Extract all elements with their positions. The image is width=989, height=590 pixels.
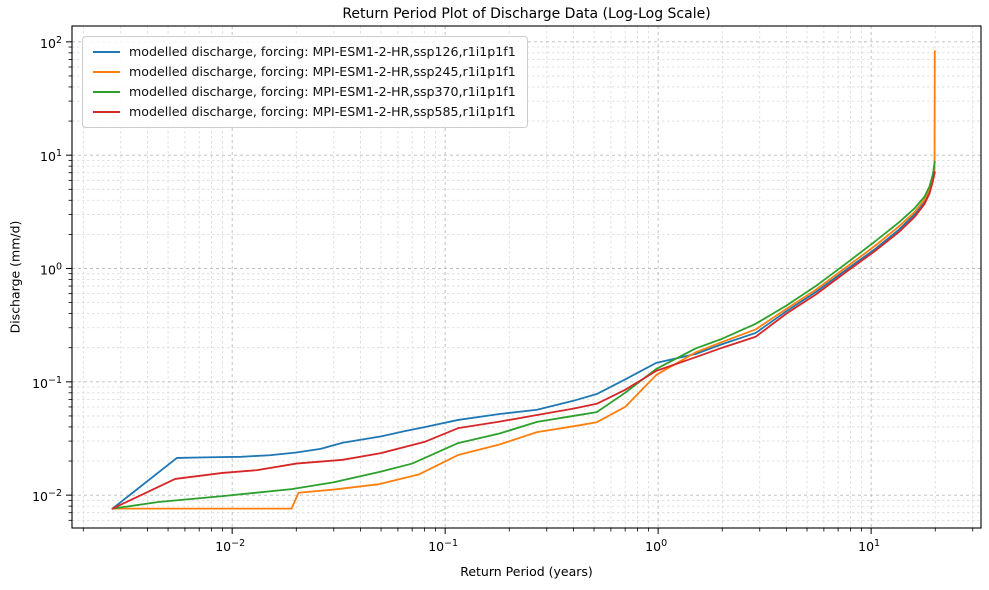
x-axis-label: Return Period (years) <box>460 564 593 579</box>
series-line-ssp370 <box>111 160 936 510</box>
legend-label: modelled discharge, forcing: MPI-ESM1-2-… <box>129 84 516 99</box>
y-tick-label: 101 <box>40 148 62 164</box>
x-tick-label: 10−1 <box>428 538 458 554</box>
legend-item-ssp585: modelled discharge, forcing: MPI-ESM1-2-… <box>93 104 516 119</box>
chart-title: Return Period Plot of Discharge Data (Lo… <box>342 6 711 22</box>
y-tick-label: 100 <box>40 262 62 278</box>
x-tick-label: 101 <box>858 538 880 554</box>
legend-item-ssp370: modelled discharge, forcing: MPI-ESM1-2-… <box>93 84 516 99</box>
legend-label: modelled discharge, forcing: MPI-ESM1-2-… <box>129 64 516 79</box>
legend-item-ssp126: modelled discharge, forcing: MPI-ESM1-2-… <box>93 44 516 59</box>
legend-label: modelled discharge, forcing: MPI-ESM1-2-… <box>129 44 516 59</box>
legend-swatch-ssp370 <box>93 90 120 93</box>
y-tick-label: 102 <box>40 35 62 51</box>
series-line-ssp126 <box>111 171 936 510</box>
y-tick-label: 10−2 <box>32 488 62 504</box>
y-tick-label: 10−1 <box>32 375 62 391</box>
series-line-ssp245 <box>111 50 936 510</box>
legend-item-ssp245: modelled discharge, forcing: MPI-ESM1-2-… <box>93 64 516 79</box>
legend: modelled discharge, forcing: MPI-ESM1-2-… <box>82 36 528 128</box>
legend-swatch-ssp585 <box>93 110 120 113</box>
x-tick-label: 100 <box>645 538 667 554</box>
x-tick-label: 10−2 <box>215 538 245 554</box>
series-line-ssp585 <box>111 171 936 510</box>
legend-swatch-ssp245 <box>93 70 120 73</box>
axes-frame <box>71 25 982 529</box>
y-axis-label: Discharge (mm/d) <box>7 220 23 334</box>
legend-label: modelled discharge, forcing: MPI-ESM1-2-… <box>129 104 516 119</box>
legend-swatch-ssp126 <box>93 50 120 53</box>
